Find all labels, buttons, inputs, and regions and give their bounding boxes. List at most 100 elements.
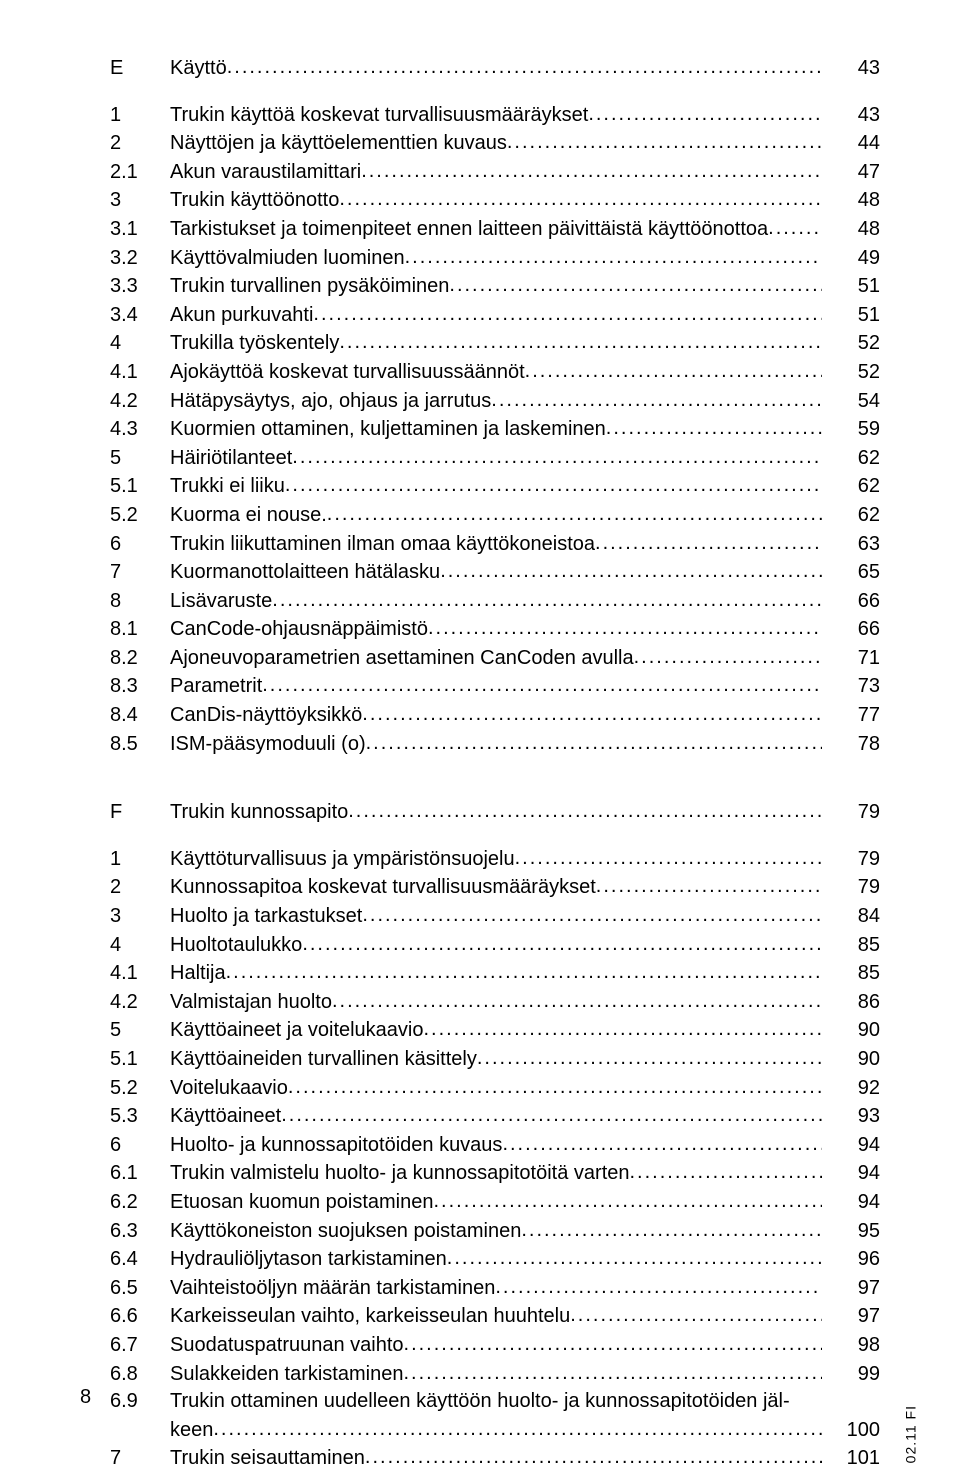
leader [339,186,822,206]
leader [515,845,822,865]
toc-row: 8.2Ajoneuvoparametrien asettaminen CanCo… [110,644,880,673]
toc-page: 54 [822,388,880,416]
toc-num: 5 [110,1017,170,1045]
section-e-page: 43 [822,55,880,83]
toc-num: 5 [110,445,170,473]
leader [595,530,822,550]
toc-num: 6.2 [110,1189,170,1217]
toc-title: Lisävaruste [170,588,272,616]
toc-page: 90 [822,1046,880,1074]
leader [313,301,822,321]
toc-row: 3.3Trukin turvallinen pysäköiminen51 [110,272,880,301]
toc-title: Hydrauliöljytason tarkistaminen [170,1246,447,1274]
toc-row: 6.7Suodatuspatruunan vaihto98 [110,1331,880,1360]
toc-row: 4.2Hätäpysäytys, ajo, ohjaus ja jarrutus… [110,387,880,416]
toc-row: 6.6Karkeisseulan vaihto, karkeisseulan h… [110,1302,880,1331]
toc-page: 62 [822,445,880,473]
leader [405,244,822,264]
toc-num: 7 [110,559,170,587]
section-e-head: E Käyttö 43 [110,54,880,83]
leader [477,1045,822,1065]
leader [434,1188,823,1208]
toc-page: 86 [822,989,880,1017]
leader [449,272,822,292]
toc-num: 5.3 [110,1103,170,1131]
leader [227,54,822,74]
toc-page: 85 [822,960,880,988]
toc-page: 52 [822,330,880,358]
leader [288,1074,822,1094]
toc-title: Kuorma ei nouse. [170,502,327,530]
toc-num: 8.2 [110,645,170,673]
toc-row: 2Kunnossapitoa koskevat turvallisuusmäär… [110,873,880,902]
toc-page: 77 [822,702,880,730]
toc-page: 79 [822,874,880,902]
toc-title: Kunnossapitoa koskevat turvallisuusmäärä… [170,874,596,902]
toc-num: 6 [110,1132,170,1160]
section-f-num: F [110,799,170,827]
toc-title: Vaihteistoöljyn määrän tarkistaminen [170,1275,495,1303]
toc-row: 5Käyttöaineet ja voitelukaavio90 [110,1016,880,1045]
leader [292,444,822,464]
toc-page: 66 [822,616,880,644]
toc-title: Akun purkuvahti [170,302,313,330]
toc-row: 7Kuormanottolaitteen hätälasku65 [110,558,880,587]
toc-title: Käyttövalmiuden luominen [170,245,405,273]
toc-row: 6.8Sulakkeiden tarkistaminen99 [110,1360,880,1389]
toc-title: Häiriötilanteet [170,445,292,473]
toc-page: 52 [822,359,880,387]
toc-title: Trukin valmistelu huolto- ja kunnossapit… [170,1160,630,1188]
leader [424,1016,823,1036]
toc-page: 98 [822,1332,880,1360]
section-e-num: E [110,55,170,83]
toc-title: Trukilla työskentely [170,330,339,358]
toc-title: Sulakkeiden tarkistaminen [170,1361,403,1389]
toc-row: 5.1Käyttöaineiden turvallinen käsittely9… [110,1045,880,1074]
toc-title: Käyttökoneiston suojuksen poistaminen [170,1218,521,1246]
toc-num: 7 [110,1445,170,1473]
toc-title: Huolto ja tarkastukset [170,903,362,931]
toc-num: 3.1 [110,216,170,244]
toc-row: 5.2Kuorma ei nouse.62 [110,501,880,530]
toc-row: 4.1Haltija85 [110,959,880,988]
leader [272,587,822,607]
toc-title: CanDis-näyttöyksikkö [170,702,362,730]
toc-row: 3.2Käyttövalmiuden luominen49 [110,244,880,273]
toc-title: Parametrit [170,673,262,701]
toc-page: 63 [822,531,880,559]
toc-title: Trukki ei liiku [170,473,285,501]
leader [365,1444,822,1464]
toc-num: 6.9 [110,1388,170,1416]
toc-num: 6 [110,531,170,559]
toc-num: 4.1 [110,960,170,988]
toc-num: 6.6 [110,1303,170,1331]
toc-section-f: F Trukin kunnossapito 79 1Käyttöturvalli… [110,798,880,1473]
toc-title: Trukin seisauttaminen [170,1445,365,1473]
toc-num: 5.1 [110,473,170,501]
toc-row: 3.1Tarkistukset ja toimenpiteet ennen la… [110,215,880,244]
toc-page: 84 [822,903,880,931]
toc-num: 6.1 [110,1160,170,1188]
toc-page: 99 [822,1361,880,1389]
toc-row: 6.2Etuosan kuomun poistaminen94 [110,1188,880,1217]
toc-title: CanCode-ohjausnäppäimistö [170,616,428,644]
toc-row: 5.1Trukki ei liiku62 [110,472,880,501]
toc-row: 3Trukin käyttöönotto48 [110,186,880,215]
leader [327,501,822,521]
toc-page: 59 [822,416,880,444]
leader [440,558,822,578]
toc-title: Trukin ottaminen uudelleen käyttöön huol… [170,1388,790,1416]
leader [606,415,822,435]
leader [491,387,822,407]
toc-row: 3.4Akun purkuvahti51 [110,301,880,330]
toc-row: 8.5ISM-pääsymoduuli (o)78 [110,730,880,759]
toc-page: 90 [822,1017,880,1045]
toc-row: 4.3Kuormien ottaminen, kuljettaminen ja … [110,415,880,444]
toc-row: 8.4CanDis-näyttöyksikkö77 [110,701,880,730]
toc-page: 101 [822,1445,880,1473]
toc-row: 1Käyttöturvallisuus ja ympäristönsuojelu… [110,845,880,874]
leader [302,931,822,951]
leader [507,129,822,149]
toc-row: 4Huoltotaulukko85 [110,931,880,960]
section-f-title: Trukin kunnossapito [170,799,348,827]
